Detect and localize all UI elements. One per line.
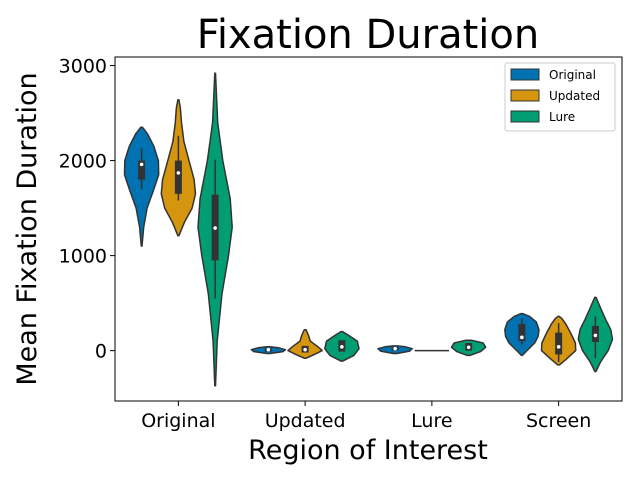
violin-median-dot xyxy=(303,347,307,352)
violin-median-dot xyxy=(520,335,524,340)
violin-iqr-box xyxy=(518,324,526,342)
plot-area xyxy=(114,56,623,402)
y-tick-label: 2000 xyxy=(59,151,107,173)
violin-median-dot xyxy=(266,347,271,352)
x-tick-label: Original xyxy=(141,410,215,432)
chart-title: Fixation Duration xyxy=(197,12,539,58)
x-axis-label: Region of Interest xyxy=(248,435,488,466)
plot-frame xyxy=(114,56,623,402)
violin-median-dot xyxy=(556,345,561,349)
violin-iqr-box xyxy=(555,332,563,355)
violin-median-dot xyxy=(176,171,181,175)
violin-median-dot xyxy=(466,345,471,350)
violin-median-dot xyxy=(139,162,144,167)
x-tick-label: Screen xyxy=(526,410,591,432)
violin-iqr-box xyxy=(174,160,182,194)
legend-label-lure: Lure xyxy=(549,110,575,124)
legend-label-updated: Updated xyxy=(549,89,600,103)
violins xyxy=(123,72,614,387)
y-axis-label: Mean Fixation Duration xyxy=(12,72,43,385)
legend: Original Updated Lure xyxy=(504,62,616,132)
violin-median-dot xyxy=(393,346,397,351)
violin-median-dot xyxy=(593,333,598,338)
x-tick-label: Updated xyxy=(265,410,346,432)
y-tick-label: 1000 xyxy=(59,246,107,268)
violin-median-dot xyxy=(340,345,344,349)
violin-iqr-box xyxy=(138,160,146,180)
x-tick-label: Lure xyxy=(411,410,452,432)
legend-swatch-lure xyxy=(510,110,540,123)
legend-label-original: Original xyxy=(549,68,596,82)
violin-median-dot xyxy=(213,226,217,230)
legend-swatch-original xyxy=(510,68,540,81)
x-axis: Original Updated Lure Screen xyxy=(141,401,591,432)
y-tick-label: 0 xyxy=(95,341,107,363)
y-tick-label: 3000 xyxy=(59,56,107,78)
violin-updated-updated xyxy=(287,328,323,359)
y-axis: 0 1000 2000 3000 xyxy=(59,56,115,363)
legend-swatch-updated xyxy=(510,89,540,102)
